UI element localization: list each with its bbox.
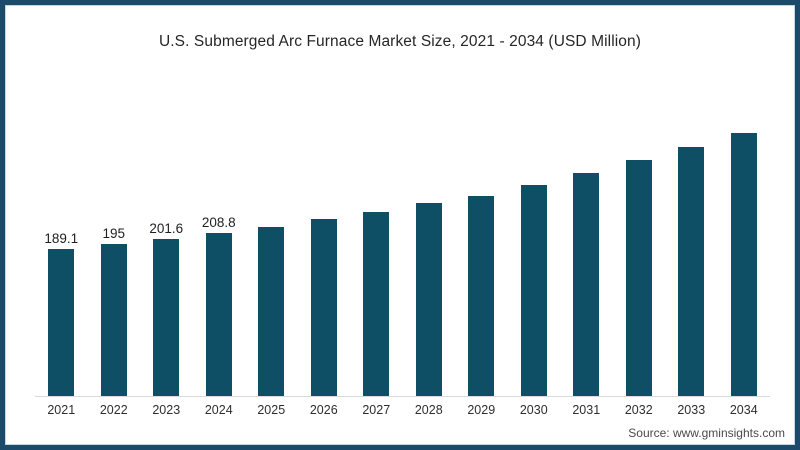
x-axis-labels: 2021 2022 2023 2024 2025 2026 2027 2028 2029 2030… <box>35 403 770 417</box>
bar-cell <box>403 84 456 396</box>
bar-value-label: 208.8 <box>201 215 236 231</box>
bar-cell: 208.8 <box>193 84 246 396</box>
bar-2028 <box>415 203 442 396</box>
x-axis-tick-label: 2021 <box>47 403 76 417</box>
bar-2031 <box>573 172 600 396</box>
bar-2029 <box>468 195 495 396</box>
bar-value-label: 189.1 <box>44 230 79 246</box>
bar-cell <box>665 84 718 396</box>
x-axis-tick-label: 2022 <box>99 403 128 417</box>
bar-cell <box>613 84 666 396</box>
bar-2030 <box>520 184 547 396</box>
x-axis-tick-label: 2030 <box>519 403 548 417</box>
bar-2034 <box>730 133 757 396</box>
x-axis-tick-label: 2029 <box>467 403 496 417</box>
bar-2032 <box>625 160 652 396</box>
bar-cell <box>718 84 771 396</box>
bar-2024 <box>205 233 232 396</box>
plot-area: 189.1 195 201.6 208.8 <box>35 84 770 397</box>
bar-cell <box>245 84 298 396</box>
bar-2027 <box>363 211 390 396</box>
bar-value-label: 195 <box>102 225 126 241</box>
chart-title: U.S. Submerged Arc Furnace Market Size, … <box>158 33 642 50</box>
bar-2022 <box>100 243 127 396</box>
bar-cell: 195 <box>88 84 141 396</box>
x-axis-tick-label: 2024 <box>204 403 233 417</box>
bar-2026 <box>310 218 337 396</box>
bar-cell <box>298 84 351 396</box>
source-attribution: Source: www.gminsights.com <box>628 426 785 440</box>
bar-2021 <box>48 248 75 396</box>
x-axis-tick-label: 2031 <box>572 403 601 417</box>
x-axis-tick-label: 2034 <box>729 403 758 417</box>
bar-2025 <box>258 226 285 396</box>
x-axis-tick-label: 2028 <box>414 403 443 417</box>
bar-2033 <box>678 147 705 396</box>
x-axis-tick-label: 2033 <box>677 403 706 417</box>
bar-cell <box>508 84 561 396</box>
bar-value-label: 201.6 <box>149 220 184 236</box>
x-axis-tick-label: 2023 <box>152 403 181 417</box>
x-axis-tick-label: 2032 <box>624 403 653 417</box>
bar-cell: 201.6 <box>140 84 193 396</box>
x-axis-tick-label: 2025 <box>257 403 286 417</box>
bar-cell <box>560 84 613 396</box>
bar-cell <box>455 84 508 396</box>
x-axis-tick-label: 2027 <box>362 403 391 417</box>
bar-2023 <box>153 238 180 396</box>
bar-cell <box>350 84 403 396</box>
x-axis-tick-label: 2026 <box>309 403 338 417</box>
bar-cell: 189.1 <box>35 84 88 396</box>
